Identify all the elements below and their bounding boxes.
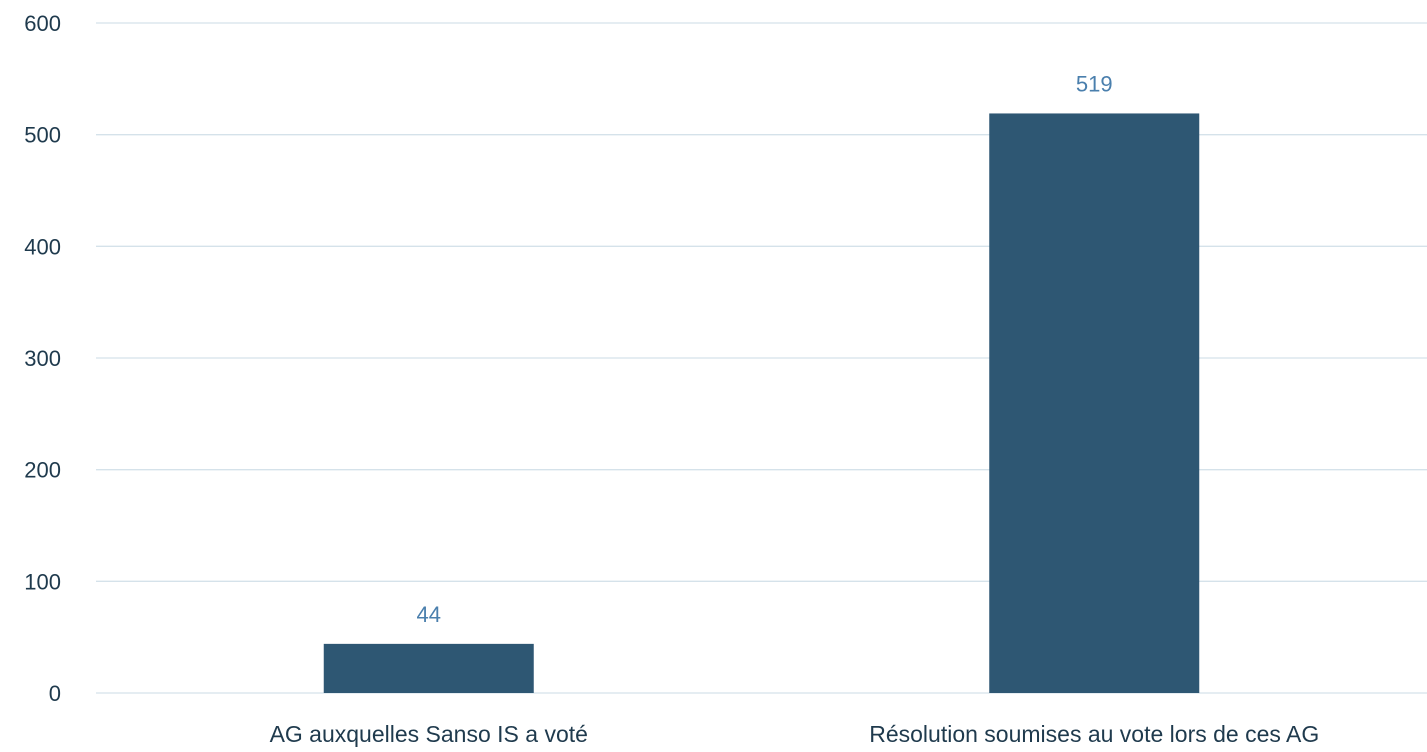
y-tick-label: 0 [49, 681, 61, 706]
x-axis-category-labels: AG auxquelles Sanso IS a voté Résolution … [270, 721, 1320, 747]
data-label: 44 [417, 602, 441, 627]
data-labels: 44 519 [417, 71, 1113, 626]
y-axis-tick-labels: 0 100 200 300 400 500 600 [24, 11, 61, 706]
y-tick-label: 200 [24, 458, 61, 483]
category-label: AG auxquelles Sanso IS a voté [270, 721, 588, 747]
y-tick-label: 600 [24, 11, 61, 36]
bar [989, 113, 1200, 693]
category-label: Résolution soumises au vote lors de ces … [869, 721, 1319, 747]
bar [323, 643, 534, 693]
y-tick-label: 400 [24, 234, 61, 259]
y-tick-label: 100 [24, 569, 61, 594]
y-tick-label: 500 [24, 123, 61, 148]
bars [323, 113, 1200, 693]
gridlines [96, 22, 1427, 694]
data-label: 519 [1076, 71, 1113, 96]
y-tick-label: 300 [24, 346, 61, 371]
